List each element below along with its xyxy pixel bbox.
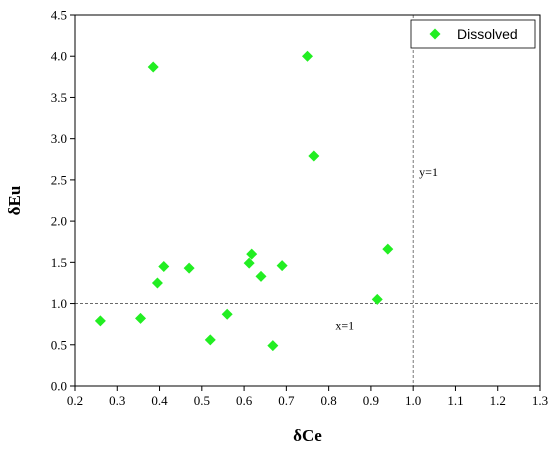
data-point <box>135 312 147 324</box>
y-tick-label: 2.5 <box>51 172 67 187</box>
data-point <box>147 61 159 73</box>
legend-marker <box>429 28 441 40</box>
legend-label-dissolved: Dissolved <box>457 26 518 42</box>
data-point <box>302 50 313 62</box>
x-tick-label: 0.7 <box>278 393 295 408</box>
y-tick-label: 2.0 <box>51 214 67 229</box>
y-axis-title: δEu <box>5 186 24 216</box>
data-point <box>255 270 267 282</box>
y-tick-label: 0.5 <box>51 337 67 352</box>
data-point <box>183 262 195 274</box>
legend: Dissolved <box>410 19 536 49</box>
data-point <box>243 257 255 269</box>
axis-ticks: 0.2 0.3 0.4 0.5 0.6 0.7 0.8 0.9 1.0 1.1 1.2 1.3 0.0 0… <box>51 8 548 409</box>
y-tick-label: 4.0 <box>51 49 67 64</box>
x-tick-label: 0.5 <box>194 393 210 408</box>
y-tick-label: 3.5 <box>51 90 67 105</box>
data-point <box>382 243 394 255</box>
data-point <box>246 248 258 260</box>
data-point <box>151 277 163 289</box>
data-point <box>371 293 383 305</box>
data-point <box>204 334 216 346</box>
y-tick-label: 1.0 <box>51 296 67 311</box>
x-tick-label: 0.2 <box>67 393 83 408</box>
data-point <box>276 260 288 272</box>
y-tick-label: 3.0 <box>51 131 67 146</box>
data-point <box>158 260 170 272</box>
x-tick-label: 1.3 <box>532 393 548 408</box>
x-tick-label: 1.0 <box>405 393 421 408</box>
x-tick-label: 0.3 <box>109 393 125 408</box>
vertical-reference-label: y=1 <box>419 165 438 179</box>
x-tick-label: 1.1 <box>447 393 463 408</box>
x-tick-label: 0.4 <box>151 393 168 408</box>
y-tick-label: 1.5 <box>51 255 67 270</box>
data-point <box>94 315 106 327</box>
data-point <box>308 150 320 162</box>
horizontal-reference-label: x=1 <box>335 319 354 333</box>
x-tick-label: 0.8 <box>321 393 337 408</box>
data-points <box>94 50 394 352</box>
reference-lines: y=1 x=1 <box>75 15 540 386</box>
plot-frame <box>74 14 541 387</box>
x-tick-label: 0.6 <box>236 393 253 408</box>
data-point <box>267 340 279 352</box>
x-tick-label: 0.9 <box>363 393 379 408</box>
x-tick-label: 1.2 <box>490 393 506 408</box>
y-tick-label: 4.5 <box>51 8 67 23</box>
x-axis-title: δCe <box>293 426 322 445</box>
y-tick-label: 0.0 <box>51 379 67 394</box>
data-point <box>221 308 233 320</box>
